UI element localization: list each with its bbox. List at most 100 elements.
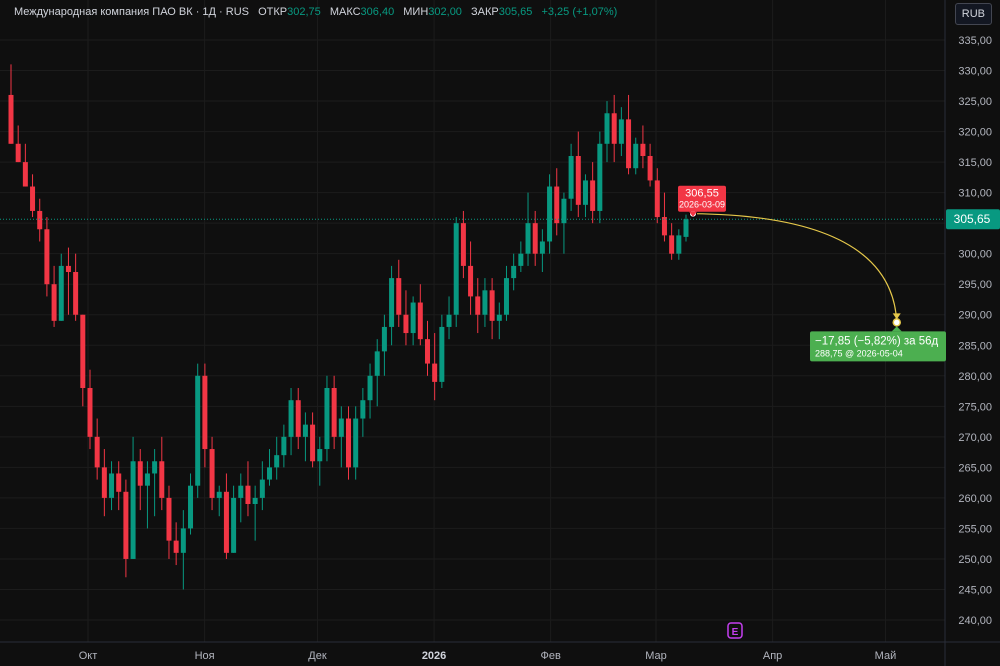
candle-body [44, 229, 50, 285]
earnings-event-icon[interactable] [727, 622, 743, 639]
candle [180, 510, 186, 590]
candle-body [511, 265, 517, 279]
candle [669, 223, 675, 260]
candle [15, 125, 21, 163]
candle [173, 522, 179, 566]
candle-body [468, 265, 474, 297]
candle-body [353, 418, 359, 468]
projection-target-text: 288,75 @ 2026-05-04 [815, 348, 903, 358]
candle [403, 290, 409, 346]
candle [410, 296, 416, 346]
candle [259, 461, 265, 511]
candle-body [575, 156, 581, 205]
price-tick-label: 335,00 [958, 35, 992, 47]
candle [51, 265, 57, 327]
candle [547, 174, 553, 254]
candle [597, 131, 603, 224]
candle-body [259, 479, 265, 498]
candle [424, 320, 430, 376]
candle-body [73, 272, 79, 315]
candle [80, 314, 86, 407]
candle [101, 449, 107, 517]
candle [202, 363, 208, 468]
candlestick-series [8, 64, 689, 590]
price-tick-label: 295,00 [958, 279, 992, 291]
candle-body [295, 400, 301, 437]
candle [453, 217, 459, 327]
candle-body [245, 485, 251, 504]
chart-grid [0, 0, 945, 642]
candle-body [195, 375, 201, 486]
candle [561, 192, 567, 254]
price-tick-label: 280,00 [958, 371, 992, 383]
candle [109, 461, 115, 511]
open-value: 302,75 [287, 6, 321, 18]
candle [468, 241, 474, 315]
candle-body [346, 418, 351, 468]
price-tick-label: 315,00 [958, 157, 992, 169]
candle [496, 302, 502, 340]
time-tick-label: 2026 [422, 650, 446, 662]
high-label: МАКС [329, 6, 361, 18]
candle-body [331, 388, 337, 437]
candle [633, 137, 639, 175]
price-tick-label: 260,00 [958, 493, 992, 505]
candle-body [87, 388, 93, 437]
candle [166, 485, 172, 559]
candle-body [532, 223, 538, 254]
candle-body [661, 217, 667, 236]
projection-curve [692, 213, 898, 323]
time-tick-label: Дек [308, 650, 327, 662]
candle-body [152, 461, 158, 474]
candle [367, 363, 373, 419]
candle-body [647, 156, 653, 181]
candle-body [568, 156, 574, 199]
candle [195, 363, 201, 498]
candle-body [281, 436, 287, 456]
candle [223, 473, 229, 559]
candle-body [137, 461, 143, 486]
candle-body [446, 314, 452, 327]
candle [302, 412, 308, 462]
candle [22, 143, 28, 187]
price-tick-label: 290,00 [958, 310, 992, 322]
candle [65, 247, 71, 315]
price-tick-label: 320,00 [958, 127, 992, 139]
candle [446, 296, 452, 340]
candle [324, 375, 330, 462]
current-price-tag [946, 209, 1000, 230]
candle-body [374, 351, 380, 376]
candle-body [209, 449, 215, 498]
candle-body [202, 375, 208, 450]
candle-body [223, 491, 229, 553]
candle [554, 168, 560, 236]
candle [44, 217, 50, 297]
candle [626, 94, 632, 175]
candle [518, 241, 524, 272]
candle-body [410, 302, 416, 334]
candle [331, 375, 337, 450]
candle [475, 278, 481, 334]
candle-body [116, 473, 122, 492]
candle [568, 143, 574, 211]
candle [137, 449, 143, 511]
close-label: ЗАКР [471, 6, 499, 18]
candle-body [51, 284, 57, 321]
currency-button[interactable]: RUB [954, 3, 992, 25]
projection-arrowhead [892, 313, 901, 320]
candle-body [302, 424, 308, 437]
candle-body [561, 198, 567, 224]
price-tick-label: 310,00 [958, 188, 992, 200]
price-tick-label: 240,00 [958, 615, 992, 627]
candle-body [274, 455, 280, 468]
candle-body [417, 302, 423, 340]
candle [288, 388, 294, 456]
candle [618, 107, 624, 156]
candle-body [389, 278, 395, 327]
candle-body [676, 235, 682, 254]
candle-body [626, 119, 632, 169]
candle [381, 314, 387, 376]
candle-body [582, 180, 588, 205]
